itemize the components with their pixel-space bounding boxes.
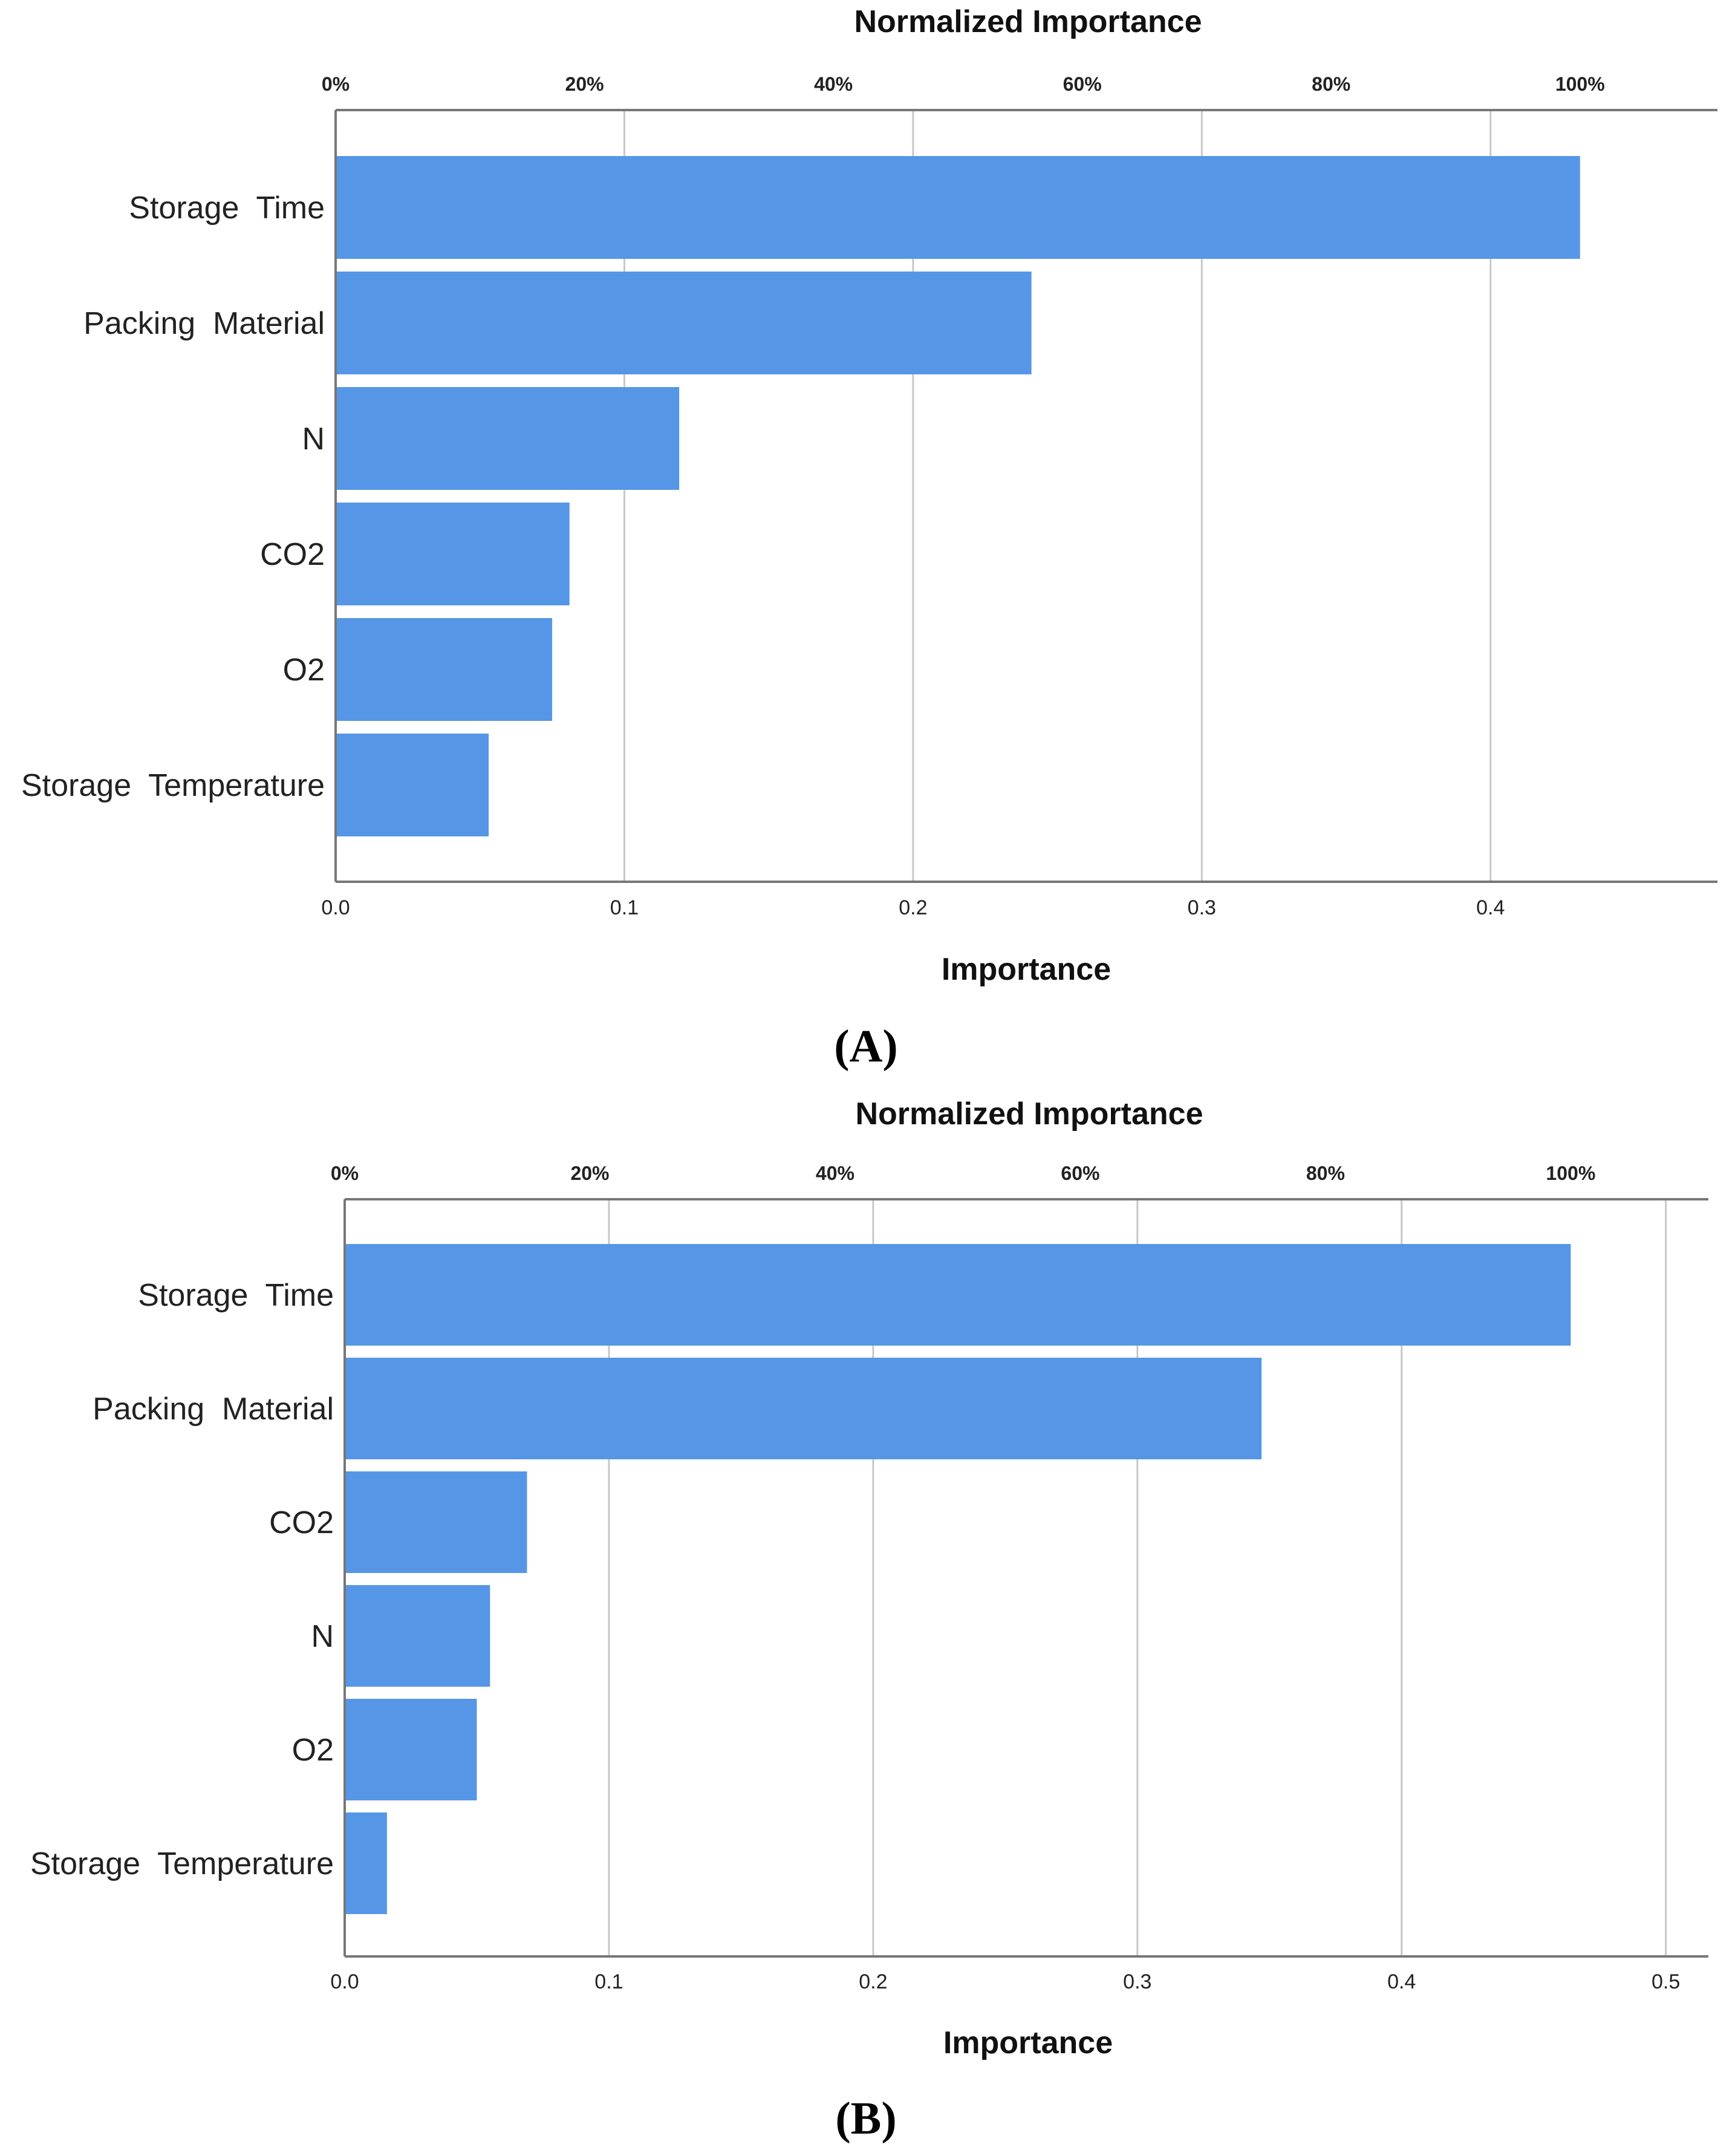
chart-b-top-tick-label: 100% <box>1546 1162 1595 1184</box>
chart-a-bar <box>336 272 1032 374</box>
chart-a-top-tick-label: 100% <box>1555 73 1605 95</box>
chart-a-plot: Storage Time Packing Material N CO2 O2 Storag… <box>21 73 1717 919</box>
chart-b-bar <box>345 1358 1262 1459</box>
chart-a-x-tick-label: 0.4 <box>1476 896 1505 919</box>
chart-b-title: Normalized Importance <box>855 1096 1203 1132</box>
chart-a-x-tick-label: 0.3 <box>1188 896 1216 919</box>
chart-b-category-label: O2 <box>292 1733 334 1768</box>
chart-a-title: Normalized Importance <box>854 4 1202 39</box>
chart-a-bar <box>336 387 680 490</box>
chart-a-category-label: Storage Temperature <box>21 768 325 803</box>
chart-a-bar <box>336 503 570 605</box>
panel-label-a: (A) <box>834 1021 898 1072</box>
chart-a-x-tick-label: 0.0 <box>321 896 350 919</box>
chart-b-top-tick-label: 60% <box>1061 1162 1099 1184</box>
chart-b-category-label: Storage Time <box>138 1278 334 1313</box>
chart-a: Normalized Importance Storage Time Packin… <box>21 4 1717 1072</box>
chart-a-category-label: Storage Time <box>129 191 325 226</box>
chart-a-top-tick-label: 80% <box>1312 73 1350 95</box>
chart-b-x-tick-label: 0.3 <box>1123 1970 1151 1993</box>
panel-label-b: (B) <box>835 2093 896 2144</box>
chart-b-x-tick-label: 0.5 <box>1652 1970 1680 1993</box>
chart-b-x-tick-label: 0.0 <box>330 1970 359 1993</box>
chart-b-bar <box>345 1471 527 1573</box>
chart-a-x-axis-label: Importance <box>942 952 1111 987</box>
chart-b-top-tick-label: 20% <box>570 1162 609 1184</box>
chart-a-top-tick-label: 40% <box>814 73 853 95</box>
chart-b-x-tick-label: 0.2 <box>859 1970 887 1993</box>
chart-b-bar <box>345 1585 490 1687</box>
chart-a-bar <box>336 618 553 721</box>
chart-b-category-label: Storage Temperature <box>30 1846 334 1881</box>
chart-b-x-axis-label: Importance <box>943 2025 1113 2060</box>
chart-b-bar <box>345 1812 387 1914</box>
chart-b-top-tick-label: 0% <box>331 1162 359 1184</box>
chart-a-category-label: O2 <box>283 653 325 688</box>
chart-a-bar <box>336 734 489 836</box>
chart-a-x-tick-label: 0.1 <box>610 896 639 919</box>
chart-b-x-tick-label: 0.4 <box>1387 1970 1416 1993</box>
chart-a-category-label: Packing Material <box>83 306 325 341</box>
chart-b-category-label: N <box>311 1619 334 1654</box>
chart-a-bar <box>336 156 1580 259</box>
chart-a-top-tick-label: 20% <box>565 73 604 95</box>
chart-b-top-tick-label: 40% <box>816 1162 854 1184</box>
chart-a-category-label: N <box>302 422 325 457</box>
chart-b: Normalized Importance Storage Time Packin… <box>30 1096 1708 2144</box>
chart-a-top-tick-label: 60% <box>1063 73 1102 95</box>
chart-b-x-tick-label: 0.1 <box>594 1970 623 1993</box>
chart-a-x-tick-label: 0.2 <box>899 896 927 919</box>
chart-b-plot: Storage Time Packing Material CO2 N O2 Storag… <box>30 1162 1708 1993</box>
chart-a-top-tick-label: 0% <box>322 73 350 95</box>
chart-b-category-label: Packing Material <box>93 1392 334 1427</box>
chart-b-bar <box>345 1699 477 1800</box>
chart-b-bar <box>345 1244 1571 1346</box>
chart-a-category-label: CO2 <box>260 537 325 572</box>
chart-b-top-tick-label: 80% <box>1306 1162 1345 1184</box>
chart-b-category-label: CO2 <box>269 1505 334 1540</box>
